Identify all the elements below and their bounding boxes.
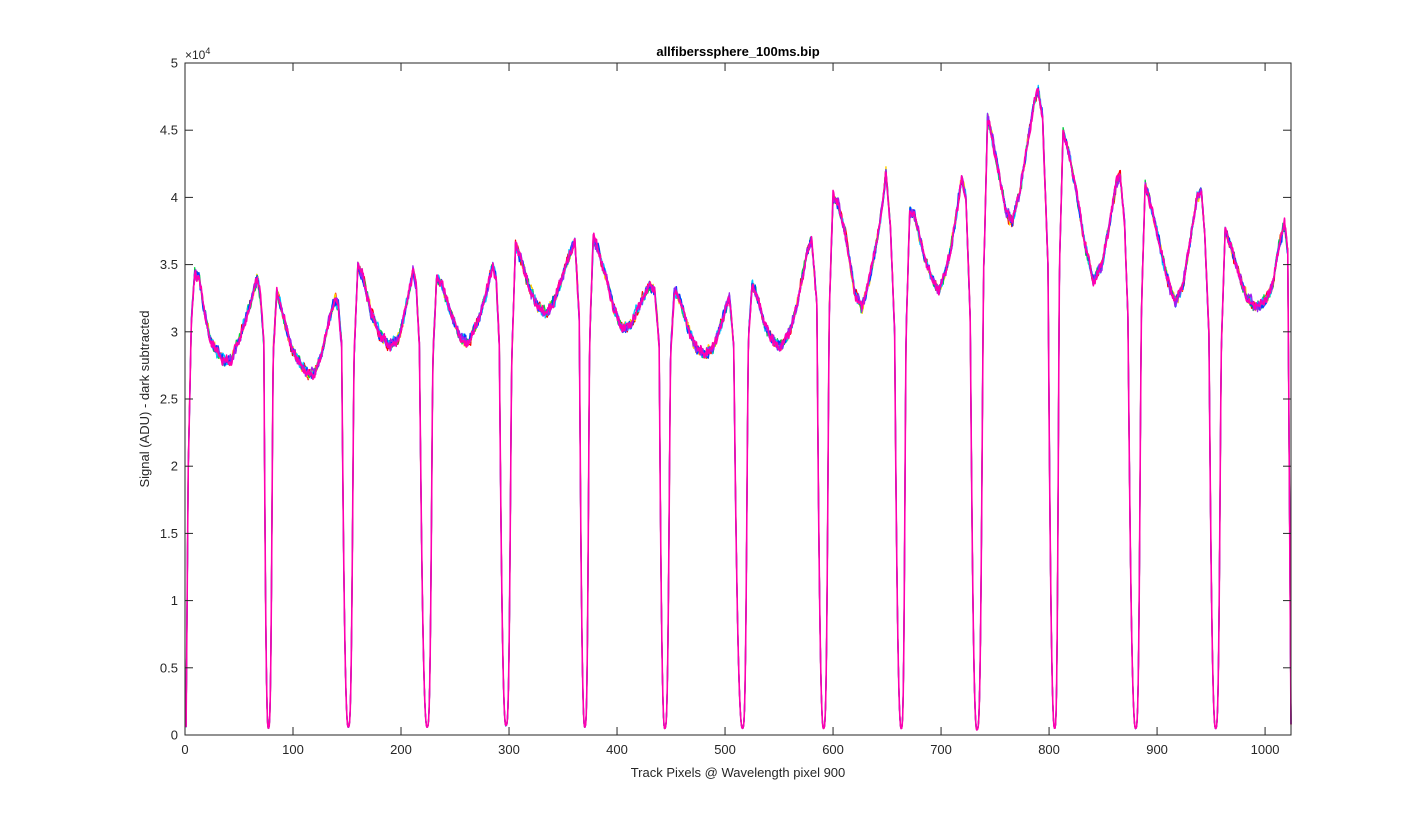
- y-tick-label: 3: [171, 324, 178, 339]
- y-axis-label: Signal (ADU) - dark subtracted: [137, 310, 152, 487]
- x-tick-label: 500: [714, 742, 736, 757]
- y-tick-label: 4.5: [160, 123, 178, 138]
- series-layer: [185, 84, 1292, 731]
- y-tick-label: 3.5: [160, 257, 178, 272]
- y-tick-label: 4: [171, 190, 178, 205]
- y-tick-label: 2.5: [160, 392, 178, 407]
- x-tick-label: 300: [498, 742, 520, 757]
- x-tick-label: 400: [606, 742, 628, 757]
- x-tick-label: 900: [1146, 742, 1168, 757]
- y-tick-label: 2: [171, 459, 178, 474]
- y-tick-label: 0: [171, 728, 178, 743]
- tick-layer: 0 100 200 300 400 500 600 700 800 900 1000 0 0.5 1 1.5…: [160, 56, 1291, 757]
- y-exponent-base: ×10: [185, 48, 206, 62]
- x-tick-label: 100: [282, 742, 304, 757]
- fiber-trace-line-7: [185, 88, 1292, 731]
- y-tick-label: 1: [171, 593, 178, 608]
- x-tick-label: 600: [822, 742, 844, 757]
- y-tick-label: 5: [171, 56, 178, 71]
- x-axis-label: Track Pixels @ Wavelength pixel 900: [631, 765, 846, 780]
- y-exponent-power: 4: [205, 46, 210, 56]
- y-tick-label: 0.5: [160, 660, 178, 675]
- x-tick-label: 200: [390, 742, 412, 757]
- y-exponent-label: ×104: [185, 46, 210, 62]
- x-tick-label: 1000: [1251, 742, 1280, 757]
- x-tick-label: 0: [181, 742, 188, 757]
- x-tick-label: 800: [1038, 742, 1060, 757]
- y-tick-label: 1.5: [160, 526, 178, 541]
- chart-title: allfiberssphere_100ms.bip: [656, 44, 819, 59]
- x-tick-label: 700: [930, 742, 952, 757]
